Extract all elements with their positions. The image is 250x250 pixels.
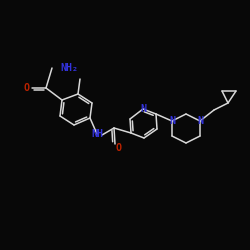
Text: O: O [24,83,30,93]
Text: N: N [197,116,203,126]
Text: O: O [116,143,122,153]
Text: NH₂: NH₂ [60,63,78,73]
Text: NH: NH [91,129,103,139]
Text: N: N [140,104,146,114]
Text: N: N [169,116,175,126]
